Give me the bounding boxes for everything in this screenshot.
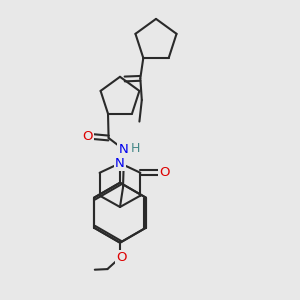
Text: O: O [83, 130, 93, 143]
Text: N: N [115, 157, 125, 170]
Text: O: O [116, 251, 127, 264]
Text: N: N [119, 143, 128, 156]
Text: H: H [130, 142, 140, 155]
Text: O: O [159, 166, 170, 179]
